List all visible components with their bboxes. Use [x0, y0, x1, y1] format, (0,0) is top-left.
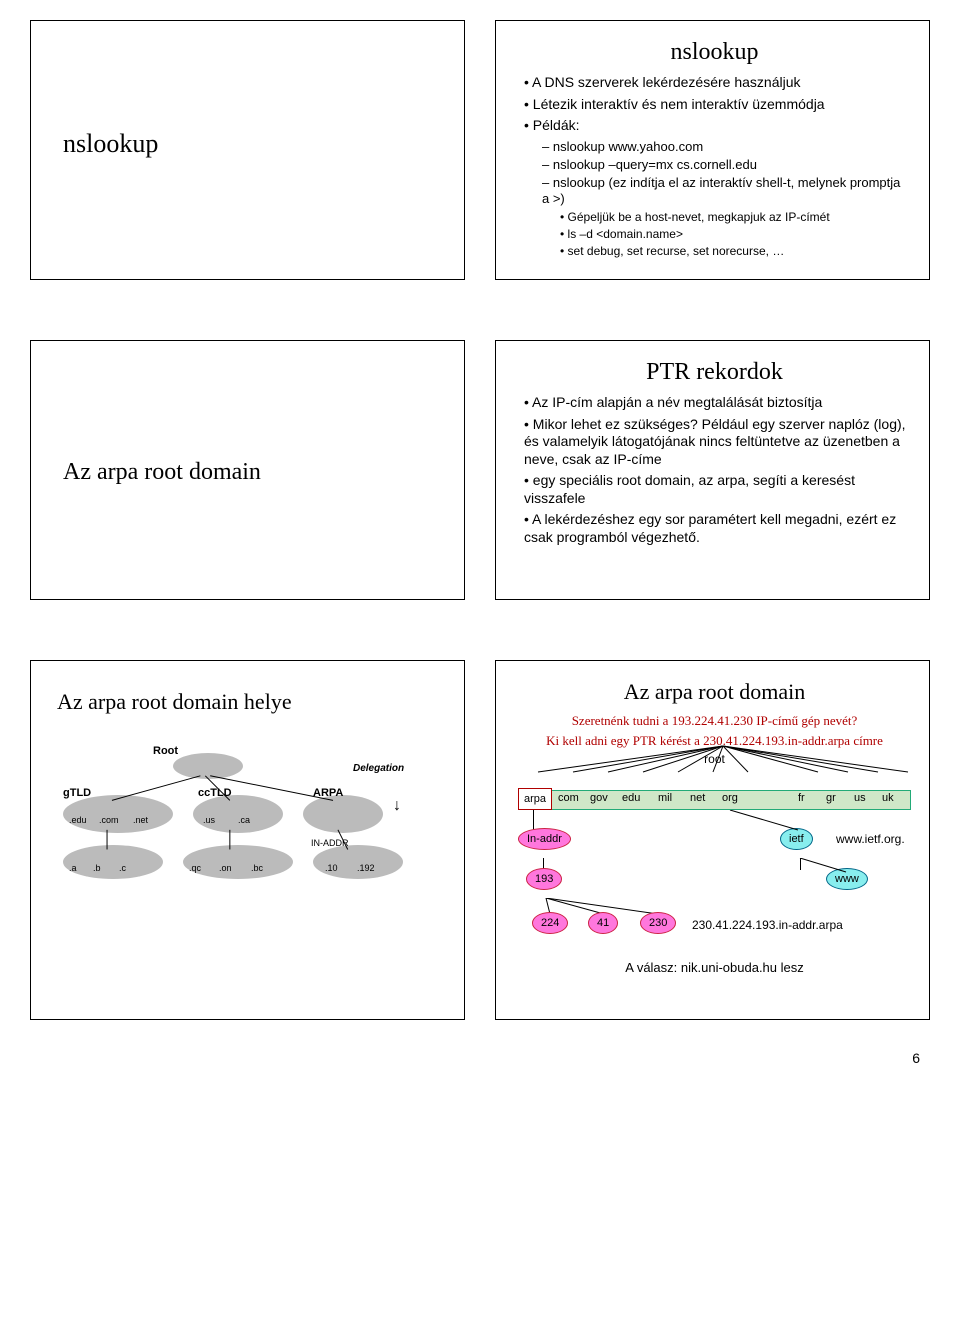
node-224: 224	[532, 912, 568, 934]
slide2-b3: Példák:	[524, 117, 911, 135]
tld-us: us	[854, 792, 866, 804]
slide1-title: nslookup	[63, 129, 446, 159]
slide2-title: nslookup	[518, 39, 911, 66]
slide-arpa-root-place: Az arpa root domain helye Root gTLD .edu…	[30, 660, 465, 1020]
slide2-b2: Létezik interaktív és nem interaktív üze…	[524, 96, 911, 114]
slide-nslookup-title: nslookup	[30, 20, 465, 280]
text-www-ietf-org: www.ietf.org.	[836, 832, 905, 846]
tld-gov: gov	[590, 792, 608, 804]
tld-mil: mil	[658, 792, 672, 804]
slide-nslookup-detail: nslookup A DNS szerverek lekérdezésére h…	[495, 20, 930, 280]
node-41: 41	[588, 912, 618, 934]
slide4-b4: A lekérdezéshez egy sor paramétert kell …	[524, 511, 911, 546]
tld-net: net	[690, 792, 705, 804]
tld-fr: fr	[798, 792, 805, 804]
slide2-t1: Gépeljük be a host-nevet, megkapjuk az I…	[560, 210, 911, 225]
tld-gr: gr	[826, 792, 836, 804]
node-230: 230	[640, 912, 676, 934]
slide6-org-line	[518, 810, 930, 832]
slide5-lines	[53, 745, 446, 895]
slide2-s1: nslookup www.yahoo.com	[542, 139, 911, 155]
text-reverse-addr: 230.41.224.193.in-addr.arpa	[692, 918, 843, 932]
tld-uk: uk	[882, 792, 894, 804]
slide-arpa-root-title: Az arpa root domain	[30, 340, 465, 600]
slide6-num-lines	[518, 898, 930, 918]
slide6-answer: A válasz: nik.uni-obuda.hu lesz	[518, 960, 911, 975]
slide2-t3: set debug, set recurse, set norecurse, …	[560, 244, 911, 259]
slide3-title: Az arpa root domain	[63, 459, 446, 486]
slide4-title: PTR rekordok	[518, 359, 911, 386]
slide6-tld-band: arpa com gov edu mil net org fr gr us uk	[518, 790, 911, 810]
slide6-sub1: Szeretnénk tudni a 193.224.41.230 IP-cím…	[518, 713, 911, 729]
slide2-t2: ls –d <domain.name>	[560, 227, 911, 242]
slide5-diagram: Root gTLD .edu .com .net ccTLD .us .ca A…	[53, 745, 446, 895]
slide-arpa-root-tree: Az arpa root domain Szeretnénk tudni a 1…	[495, 660, 930, 1020]
slide2-b1: A DNS szerverek lekérdezésére használjuk	[524, 74, 911, 92]
slide6-arpa-box: arpa	[518, 788, 552, 810]
slide4-b2: Mikor lehet ez szükséges? Például egy sz…	[524, 416, 911, 469]
slide6-title: Az arpa root domain	[518, 679, 911, 705]
slide5-title: Az arpa root domain helye	[57, 689, 446, 715]
page-number: 6	[30, 1050, 930, 1066]
slide6-fan-lines	[518, 744, 930, 774]
slide-ptr-records: PTR rekordok Az IP-cím alapján a név meg…	[495, 340, 930, 600]
tld-org: org	[722, 792, 738, 804]
tld-com: com	[558, 792, 579, 804]
slide4-b3: egy speciális root domain, az arpa, segí…	[524, 472, 911, 507]
slide2-s3: nslookup (ez indítja el az interaktív sh…	[542, 175, 911, 208]
tld-edu: edu	[622, 792, 640, 804]
slide6-www-line	[518, 858, 930, 874]
slide2-s2: nslookup –query=mx cs.cornell.edu	[542, 157, 911, 173]
slide4-b1: Az IP-cím alapján a név megtalálását biz…	[524, 394, 911, 412]
